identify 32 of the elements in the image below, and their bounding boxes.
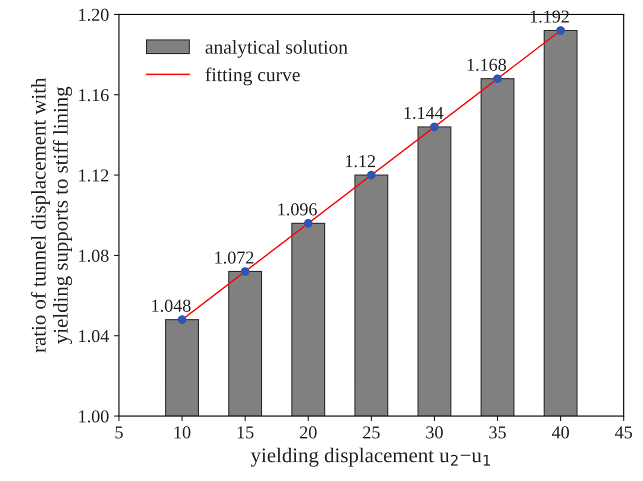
x-tick-label: 30 <box>426 426 443 438</box>
x-axis-title: yielding displacement u$_{2}$−u$_{1}$ <box>250 448 490 467</box>
data-label: 1.096 <box>278 203 317 216</box>
data-label: 1.12 <box>346 155 376 168</box>
x-tick-label: 40 <box>552 426 569 438</box>
point <box>240 267 250 276</box>
x-tick-label: 10 <box>174 426 190 438</box>
point <box>430 122 439 132</box>
point <box>304 218 313 228</box>
x-tick-label: 45 <box>615 426 632 438</box>
legend-label: fitting curve <box>205 67 300 86</box>
data-label: 1.048 <box>152 300 191 312</box>
point <box>493 74 502 84</box>
x-tick-label: 25 <box>363 426 380 438</box>
x-tick-label: 5 <box>115 426 123 438</box>
point <box>178 315 186 324</box>
y-axis-title: ratio of tunnel displacement with yielding supports to stiff lining <box>30 78 72 353</box>
y-tick-label: 1.08 <box>79 250 109 262</box>
x-tick-label: 35 <box>489 426 506 438</box>
y-tick-label: 1.00 <box>79 410 109 423</box>
y-tick-label: 1.20 <box>79 8 109 21</box>
data-label: 1.072 <box>215 251 254 264</box>
data-label: 1.168 <box>468 58 506 71</box>
x-tick-label: 20 <box>300 426 317 438</box>
x-tick-label: 15 <box>238 426 254 438</box>
y-tick-label: 1.12 <box>79 169 108 182</box>
legend-label: analytical solution <box>206 40 348 58</box>
point <box>366 170 376 180</box>
data-label: 1.144 <box>404 106 444 120</box>
point <box>556 26 565 35</box>
y-tick-label: 1.04 <box>79 330 109 342</box>
y-tick-label: 1.16 <box>79 89 109 102</box>
